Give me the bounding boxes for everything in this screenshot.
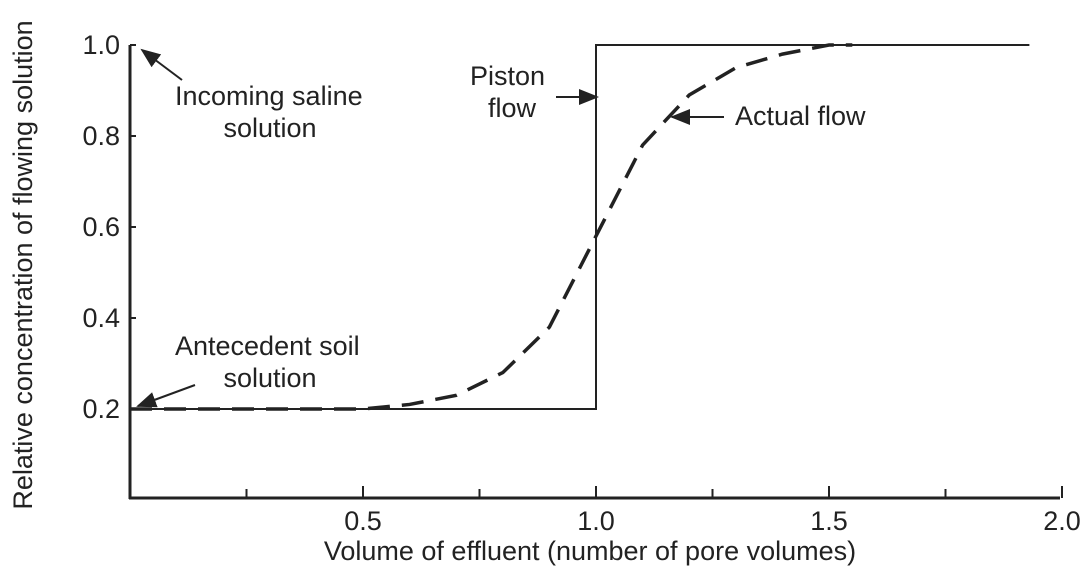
y-tick-label: 0.8 [82,121,120,151]
x-tick-label: 0.5 [344,506,382,536]
y-tick-label: 0.2 [82,394,120,424]
annotation: Antecedent soil [175,331,360,361]
x-tick-label: 1.0 [577,506,615,536]
y-axis-label: Relative concentration of flowing soluti… [8,20,38,509]
y-tick-label: 0.6 [82,212,120,242]
annotation: solution [223,363,316,393]
annotation: Piston [470,61,545,91]
annotation-arrow [140,48,183,81]
annotation: flow [488,93,537,123]
annotation-arrow [136,384,196,408]
y-tick-label: 1.0 [82,30,120,60]
x-tick-label: 2.0 [1043,506,1081,536]
x-axis-label: Volume of effluent (number of pore volum… [324,536,856,566]
series-line [130,44,1030,410]
series-line [130,43,853,411]
annotation: Actual flow [735,101,866,131]
annotation: solution [223,113,316,143]
x-tick-label: 1.5 [810,506,848,536]
y-tick-label: 0.4 [82,303,120,333]
annotation: Incoming saline [175,81,363,111]
